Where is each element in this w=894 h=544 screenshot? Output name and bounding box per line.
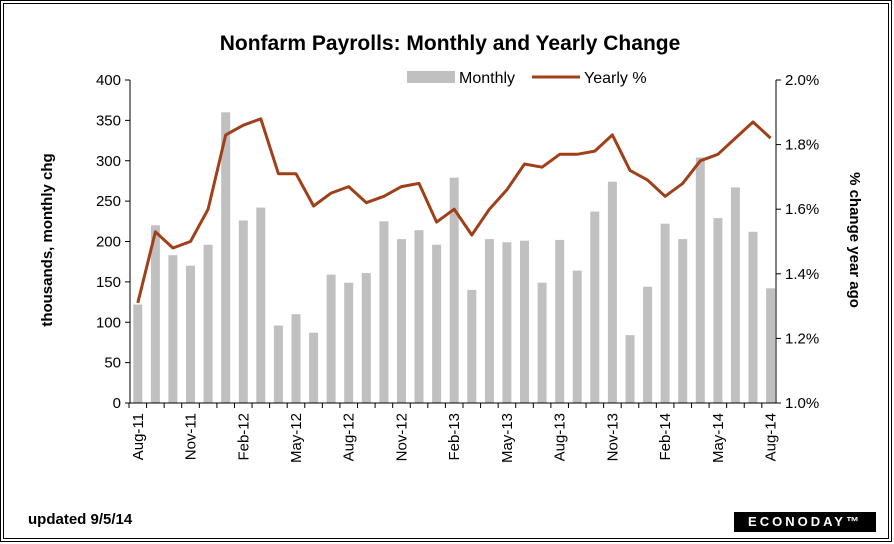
bar-monthly: [713, 218, 723, 403]
bar-monthly: [238, 220, 248, 403]
bar-monthly: [572, 270, 582, 403]
bar-monthly: [150, 225, 160, 403]
bar-monthly: [221, 112, 231, 404]
left-tick-label: 50: [104, 355, 121, 372]
bar-monthly: [555, 239, 565, 403]
x-tick-label: Aug-13: [552, 413, 569, 461]
left-tick-label: 0: [113, 395, 121, 412]
bar-monthly: [520, 240, 529, 403]
chart-title: Nonfarm Payrolls: Monthly and Yearly Cha…: [220, 32, 681, 55]
bar-monthly: [203, 244, 213, 403]
left-tick-label: 150: [96, 274, 121, 291]
right-tick-label: 1.6%: [785, 201, 819, 218]
x-tick-label: Aug-11: [130, 413, 147, 460]
x-tick-label: Nov-12: [393, 413, 410, 461]
x-tick-label: Feb-13: [446, 413, 463, 461]
bar-monthly: [537, 282, 547, 403]
x-tick-label: Aug-14: [763, 413, 780, 461]
y-axis-label-right: % change year ago: [846, 172, 863, 308]
x-tick-label: Nov-11: [183, 413, 200, 460]
bar-monthly: [766, 288, 776, 403]
bar-monthly: [467, 289, 477, 403]
legend-label-monthly: Monthly: [459, 70, 515, 87]
bar-monthly: [607, 181, 617, 403]
right-tick-label: 1.8%: [785, 137, 819, 154]
bar-monthly: [414, 230, 424, 403]
bar-monthly: [379, 221, 389, 403]
y-axis-label-left: thousands, monthly chg: [39, 153, 56, 326]
bar-monthly: [643, 286, 653, 403]
legend-swatch-monthly: [407, 71, 455, 83]
right-tick-label: 1.2%: [785, 330, 819, 347]
right-tick-label: 1.4%: [785, 266, 819, 283]
x-tick-label: Feb-14: [657, 413, 674, 461]
bar-monthly: [291, 314, 301, 403]
legend-label-yearly: Yearly %: [584, 70, 647, 87]
bar-monthly: [361, 273, 371, 403]
left-tick-label: 300: [96, 153, 121, 170]
bar-monthly: [678, 239, 688, 403]
right-tick-label: 2.0%: [785, 72, 819, 89]
bar-monthly: [730, 187, 740, 403]
bar-monthly: [397, 239, 406, 403]
updated-note: updated 9/5/14: [28, 511, 133, 528]
bar-monthly: [133, 304, 143, 403]
bar-monthly: [484, 239, 494, 403]
econoday-logo: ECONODAY™: [734, 512, 876, 532]
left-tick-label: 350: [96, 112, 121, 129]
bar-monthly: [695, 157, 705, 403]
x-tick-label: May-12: [288, 413, 305, 463]
bar-monthly: [590, 211, 600, 403]
right-tick-label: 1.0%: [785, 395, 819, 412]
bar-monthly: [344, 282, 354, 403]
bar-monthly: [256, 207, 266, 403]
bar-monthly: [748, 231, 758, 403]
x-tick-label: Nov-13: [604, 413, 621, 461]
left-tick-label: 200: [96, 234, 121, 251]
chart-inner-frame: [3, 3, 889, 539]
x-tick-label: May-13: [499, 413, 516, 463]
x-tick-label: May-14: [710, 413, 727, 463]
bar-monthly: [660, 223, 670, 403]
bar-monthly: [326, 274, 336, 403]
bar-monthly: [186, 265, 195, 403]
x-tick-label: Feb-12: [235, 413, 252, 461]
bar-monthly: [432, 244, 442, 403]
line-yearly: [136, 117, 772, 304]
bar-monthly: [449, 177, 459, 403]
left-tick-label: 250: [96, 193, 121, 210]
bar-monthly: [273, 325, 283, 403]
x-tick-label: Aug-12: [341, 413, 358, 461]
left-tick-label: 100: [96, 314, 121, 331]
left-tick-label: 400: [96, 72, 121, 89]
bar-monthly: [168, 255, 178, 403]
bar-monthly: [309, 332, 319, 403]
bar-monthly: [625, 335, 635, 403]
bar-monthly: [502, 242, 512, 403]
